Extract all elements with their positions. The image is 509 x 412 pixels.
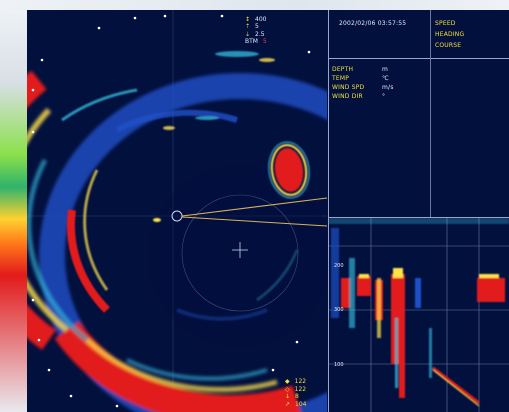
- range-value: 400: [255, 16, 267, 23]
- btm-label: BTM: [245, 37, 258, 45]
- temp-label: TEMP: [332, 75, 350, 82]
- course-label: COURSE: [435, 42, 462, 49]
- range-ring: [181, 194, 299, 312]
- temp-unit: ℃: [382, 75, 389, 82]
- cursor-cross-icon[interactable]: [232, 242, 248, 258]
- bottom-row: ◆ 122: [285, 378, 306, 386]
- depth-tick-label: 100: [334, 362, 344, 368]
- tilt-row: ⇡ 5: [245, 23, 267, 30]
- wind-speed-label: WIND SPD: [332, 84, 365, 91]
- color-scale-bar: [0, 10, 27, 412]
- depth-tick-label: 300: [334, 307, 344, 313]
- btm-value: 5: [262, 37, 267, 45]
- tilt-down-row: ⇣ 2.5: [245, 31, 267, 38]
- target-icon: ◆: [285, 378, 290, 385]
- echo-panel-divider: [329, 217, 509, 218]
- bottom-row: ↗ 104: [285, 401, 306, 409]
- echo-traces: [329, 218, 509, 407]
- beam-lines: [181, 197, 327, 227]
- fish-school-target[interactable]: [265, 139, 312, 200]
- wind-direction-label: WIND DIR: [332, 93, 363, 100]
- bottom-row: ↓ 8: [285, 393, 306, 401]
- sonar-circle-view[interactable]: [27, 10, 327, 412]
- wind-speed-unit: m/s: [382, 84, 394, 91]
- echo-streaks: [61, 88, 299, 321]
- depth-unit: m: [382, 66, 389, 73]
- depth-tick-label: 200: [334, 263, 344, 269]
- range-row: ↕ 400: [245, 16, 267, 23]
- heading-label: HEADING: [435, 31, 465, 38]
- bottom-value: 122: [294, 385, 307, 393]
- depth-icon: ↓: [285, 393, 291, 400]
- wind-direction-unit: °: [382, 93, 386, 100]
- datetime-text: 2002/02/06 03:57:55: [339, 20, 407, 27]
- bottom-value: 104: [295, 400, 307, 408]
- bearing-dots: [31, 14, 311, 408]
- btm-row: BTM 5: [245, 38, 267, 45]
- bottom-readout: ◆ 122 ◇ 122 ↓ 8 ↗ 104: [285, 378, 306, 408]
- info-divider: [329, 58, 509, 59]
- tilt-down-icon: ⇣: [245, 30, 251, 38]
- range-readout: ↕ 400 ⇡ 5 ⇣ 2.5 BTM 5: [245, 16, 267, 45]
- sonar-monitor: ↕ 400 ⇡ 5 ⇣ 2.5 BTM 5 ◆ 122 ◇ 122 ↓ 8: [27, 10, 509, 412]
- bearing-icon: ↗: [285, 400, 291, 408]
- bottom-value: 122: [294, 378, 307, 385]
- bottom-value: 8: [295, 393, 299, 400]
- echo-grid: [329, 218, 509, 412]
- inner-blank-area: [148, 164, 327, 348]
- tilt-down-value: 2.5: [255, 30, 265, 38]
- panel-divider: [328, 10, 329, 412]
- speed-label: SPEED: [435, 20, 456, 27]
- outer-echo-ring: [27, 70, 327, 412]
- tilt-value: 5: [255, 23, 259, 31]
- bottom-row: ◇ 122: [285, 386, 306, 394]
- scattered-echoes: [153, 51, 275, 222]
- marker-icon: ◇: [285, 385, 290, 393]
- range-arrow-icon: ↕: [245, 16, 251, 23]
- tilt-icon: ⇡: [245, 23, 251, 31]
- echo-sounder-panel[interactable]: [329, 218, 509, 412]
- depth-label: DEPTH: [332, 66, 354, 73]
- info-column-divider: [430, 10, 431, 217]
